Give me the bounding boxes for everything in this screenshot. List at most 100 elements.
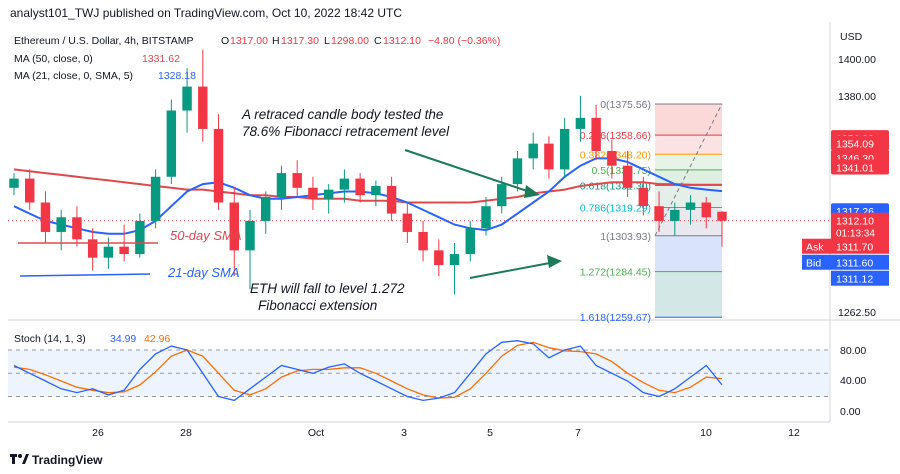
current-price-text: 1312.10 <box>836 216 874 228</box>
price-tick: 1262.50 <box>838 307 876 319</box>
candle-bullish <box>528 143 538 159</box>
price-badge-text: 1341.01 <box>836 163 874 175</box>
fib-zone <box>655 154 722 170</box>
fib-level-label: 1.272(1284.45) <box>580 267 651 279</box>
ask-badge <box>802 238 889 254</box>
countdown-timer: 01:13:34 <box>836 229 875 240</box>
fall-annotation-line1: ETH will fall to level 1.272 <box>250 281 405 296</box>
bid-badge <box>802 254 889 270</box>
candle-bullish <box>245 220 255 251</box>
retrace-annotation-line1: A retraced candle body tested the <box>241 107 443 122</box>
stoch-legend: Stoch (14, 1, 3) 34.99 42.96 80.00 40.00… <box>14 333 866 418</box>
candle-bearish <box>434 250 444 266</box>
publisher-line: analyst101_TWJ published on TradingView.… <box>10 6 402 20</box>
ask-label: Ask <box>806 242 824 254</box>
candle-bullish <box>481 206 491 229</box>
fib-zone <box>655 103 722 136</box>
time-tick: 3 <box>401 427 407 439</box>
ma50-line <box>13 168 722 204</box>
fib-trend-line <box>654 103 723 236</box>
stoch-tick: 80.00 <box>840 345 866 357</box>
ma21-legend-label: MA (21, close, 0, SMA, 5) <box>14 70 133 82</box>
candle-bearish <box>87 239 98 258</box>
time-axis[interactable]: 26 28 Oct 3 5 7 10 12 <box>92 427 800 439</box>
open-value: 1317.00 <box>230 35 268 47</box>
stoch-k-value: 34.99 <box>110 333 136 345</box>
fib-level-label: 0.786(1319.29) <box>580 203 651 215</box>
candle-bearish <box>308 187 318 199</box>
currency-label: USD <box>840 31 863 43</box>
close-value: 1312.10 <box>383 35 421 47</box>
candle-bullish <box>261 197 271 221</box>
candle-bearish <box>402 213 413 232</box>
candle-bullish <box>559 128 570 170</box>
bid-label: Bid <box>806 258 821 270</box>
stoch-tick: 40.00 <box>840 375 866 387</box>
price-badge-text: 1311.12 <box>836 274 873 286</box>
price-badges: 1356.981354.091346.301341.011317.261312.… <box>802 130 889 286</box>
fib-zone <box>655 207 722 236</box>
publisher-header: analyst101_TWJ published on TradingView.… <box>0 0 900 22</box>
time-tick: 5 <box>487 427 493 439</box>
candle-bearish <box>119 246 129 255</box>
ma21-line <box>13 157 723 235</box>
candle-bearish <box>213 128 224 203</box>
candlesticks <box>9 49 727 295</box>
candle-bullish <box>497 184 507 207</box>
price-tick: 1380.00 <box>838 91 876 103</box>
retrace-arrow-shaft <box>404 149 537 195</box>
chart-area[interactable]: 0(1375.56)0.236(1358.66)0.382(1348.20)0.… <box>0 22 900 442</box>
candle-bearish <box>717 211 727 221</box>
price-chart-svg[interactable]: 0(1375.56)0.236(1358.66)0.382(1348.20)0.… <box>0 22 900 442</box>
fib-level-label: 0(1375.56) <box>600 99 651 111</box>
candle-bullish <box>150 176 161 221</box>
candle-bullish <box>276 173 287 197</box>
price-badge <box>831 270 889 286</box>
candle-bearish <box>292 173 302 188</box>
candle-bullish <box>670 209 680 221</box>
fall-annotation-line2: Fibonacci extension <box>258 298 377 313</box>
candle-bullish <box>56 217 66 232</box>
price-badge <box>831 135 889 151</box>
candle-bullish <box>449 254 460 266</box>
candle-bearish <box>544 143 554 170</box>
open-label: O <box>221 35 229 47</box>
candle-bullish <box>685 202 696 210</box>
candle-bearish <box>654 206 664 221</box>
ma50-legend-label: MA (50, close, 0) <box>14 53 93 65</box>
candle-bullish <box>166 110 177 177</box>
candle-bullish <box>323 189 334 199</box>
chart-annotations: 50-day SMA 21-day SMA A retraced candle … <box>18 107 562 313</box>
candle-bullish <box>135 220 145 255</box>
candle-bearish <box>638 187 649 207</box>
stoch-d-line <box>13 341 723 399</box>
fall-arrow-head <box>547 255 562 268</box>
ma50-legend-value: 1331.62 <box>142 53 180 65</box>
fib-level-label: 0.236(1358.66) <box>580 130 651 142</box>
candle-bearish <box>622 165 633 188</box>
time-tick: 7 <box>575 427 581 439</box>
candle-bullish <box>575 117 586 129</box>
candle-bearish <box>591 117 601 151</box>
fib-zone <box>655 135 722 155</box>
high-label: H <box>272 35 280 47</box>
candle-bearish <box>701 202 711 218</box>
low-value: 1298.00 <box>331 35 369 47</box>
low-label: L <box>324 35 330 47</box>
change-value: −4.80 (−0.36%) <box>428 35 500 47</box>
stoch-k-line <box>13 340 723 402</box>
candle-bearish <box>418 231 428 251</box>
price-axis[interactable]: USD 1400.00 1380.00 1262.50 1356.981354.… <box>802 31 889 319</box>
symbol-legend: Ethereum / U.S. Dollar, 4h, BITSTAMP O 1… <box>14 35 500 82</box>
ask-value: 1311.70 <box>836 242 873 254</box>
moving-averages <box>13 157 723 235</box>
price-badge-text: 1354.09 <box>836 138 874 150</box>
footer: TradingView <box>0 446 900 474</box>
brand-name: TradingView <box>32 453 103 467</box>
candle-bearish <box>198 86 208 129</box>
fib-zone <box>655 169 722 186</box>
fibonacci-tool[interactable]: 0(1375.56)0.236(1358.66)0.382(1348.20)0.… <box>8 99 830 324</box>
candle-bullish <box>465 228 475 255</box>
fib-zone <box>655 271 722 318</box>
tradingview-logo-icon <box>10 454 29 464</box>
